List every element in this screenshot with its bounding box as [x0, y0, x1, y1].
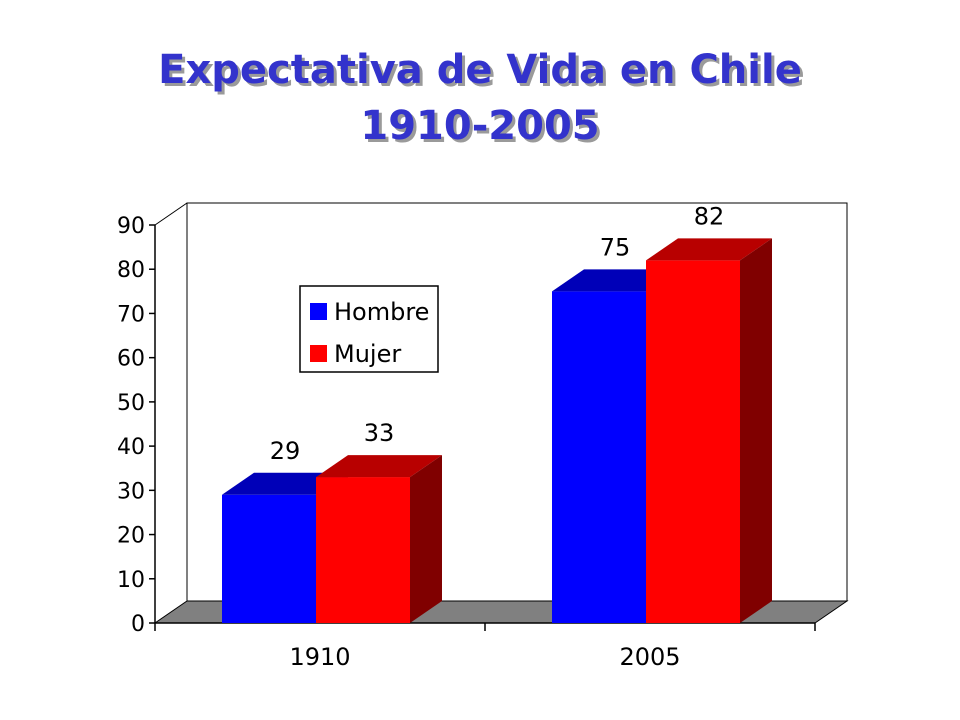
- bar-top-mujer-2005: [646, 238, 772, 261]
- bar-side-mujer-1910: [410, 455, 442, 623]
- bars-group: [222, 238, 772, 623]
- data-label-mujer-2005: 82: [694, 202, 725, 230]
- legend: Hombre Mujer: [299, 285, 439, 373]
- x-tick-label: 1910: [289, 643, 350, 671]
- legend-swatch-mujer: [310, 345, 327, 362]
- data-labels-group: 29 33 75 82: [270, 202, 725, 464]
- y-tick-label: 60: [117, 347, 145, 372]
- y-tick-label: 20: [117, 524, 145, 549]
- side-wall-top-edge: [154, 202, 188, 226]
- bar-hombre-1910: [222, 494, 316, 623]
- bar-hombre-2005: [552, 291, 646, 623]
- y-tick-label: 80: [117, 258, 145, 283]
- y-tick-label: 90: [117, 214, 145, 239]
- y-tick-label: 50: [117, 391, 145, 416]
- data-label-mujer-1910: 33: [364, 419, 395, 447]
- bar-side-mujer-2005: [740, 238, 772, 623]
- bar-mujer-2005: [646, 260, 740, 623]
- legend-label-hombre: Hombre: [334, 298, 429, 326]
- legend-swatch-hombre: [310, 303, 327, 320]
- y-tick-label: 40: [117, 435, 145, 460]
- data-label-hombre-2005: 75: [600, 233, 631, 261]
- bar-mujer-1910: [316, 477, 410, 623]
- y-tick-label: 0: [131, 612, 145, 637]
- y-tick-label: 30: [117, 479, 145, 504]
- legend-label-mujer: Mujer: [334, 340, 401, 368]
- bar-top-mujer-1910: [316, 455, 442, 478]
- y-tick-label: 70: [117, 302, 145, 327]
- data-label-hombre-1910: 29: [270, 437, 301, 465]
- x-tick-label: 2005: [619, 643, 680, 671]
- chart-title-line-2: 1910-2005: [360, 103, 600, 149]
- chart-title-line-1: Expectativa de Vida en Chile: [158, 47, 802, 93]
- y-tick-label: 10: [117, 568, 145, 593]
